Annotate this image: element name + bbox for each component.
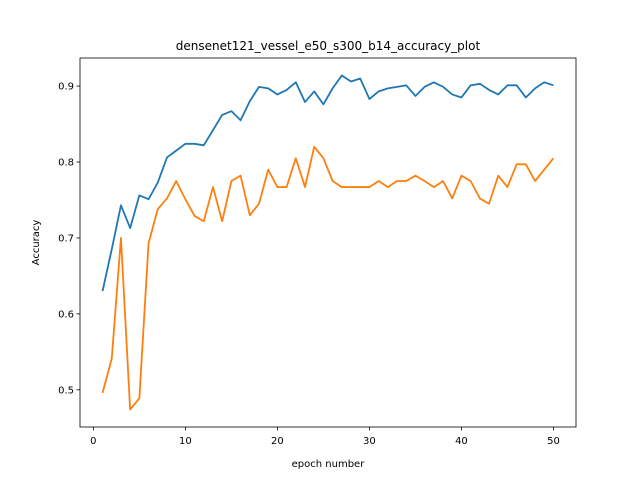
x-tick-label: 0 (90, 436, 96, 447)
y-tick-label: 0.5 (58, 385, 74, 396)
x-tick-label: 30 (363, 436, 376, 447)
plot-frame (79, 57, 577, 428)
x-tick-label: 20 (271, 436, 284, 447)
x-axis-label: epoch number (292, 459, 366, 470)
x-tick-label: 40 (455, 436, 468, 447)
x-tick-label: 10 (179, 436, 192, 447)
plot-lines (101, 74, 555, 411)
series-line-1 (101, 74, 554, 292)
chart-title: densenet121_vessel_e50_s300_b14_accuracy… (176, 39, 481, 53)
y-tick-label: 0.7 (58, 233, 74, 244)
y-axis-label: Accuracy (31, 220, 42, 266)
x-tick-label: 50 (547, 436, 560, 447)
y-tick-label: 0.9 (58, 82, 74, 93)
y-axis-ticks: 0.5 0.6 0.7 0.8 0.9 (58, 82, 80, 396)
series-line-2 (101, 145, 555, 411)
x-axis-ticks: 0 10 20 30 40 50 (90, 427, 560, 447)
y-tick-label: 0.6 (58, 309, 74, 320)
y-tick-label: 0.8 (58, 158, 74, 169)
